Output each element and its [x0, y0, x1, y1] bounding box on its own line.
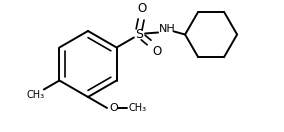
Text: CH₃: CH₃	[129, 103, 147, 113]
Text: CH₃: CH₃	[26, 89, 44, 100]
Text: O: O	[110, 103, 118, 113]
Text: O: O	[137, 2, 147, 15]
Text: O: O	[153, 45, 162, 58]
Text: NH: NH	[159, 23, 176, 34]
Text: S: S	[135, 28, 143, 41]
